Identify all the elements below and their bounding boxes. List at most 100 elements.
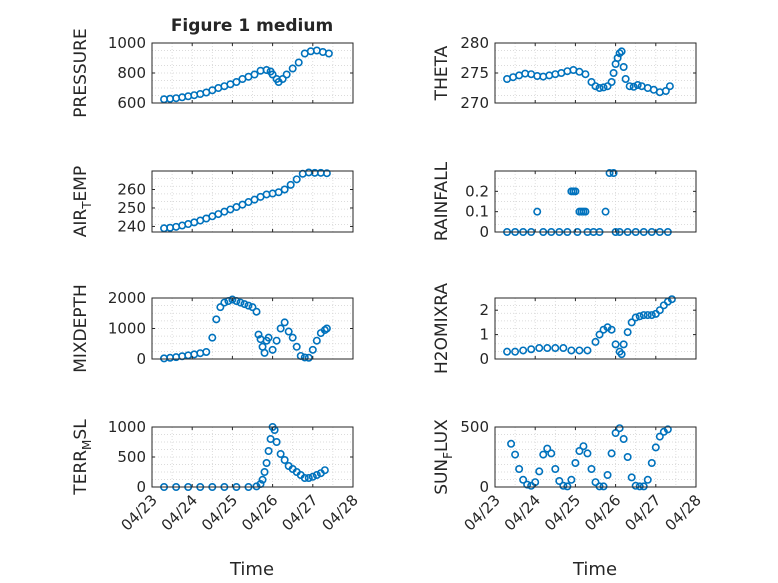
data-point <box>609 169 618 178</box>
data-point <box>603 470 612 479</box>
data-point <box>661 87 670 96</box>
data-point <box>250 70 259 79</box>
data-point <box>216 303 225 312</box>
y-tick-label: 240 <box>117 217 146 235</box>
data-point <box>280 185 289 194</box>
data-point <box>595 84 604 93</box>
data-point <box>607 325 616 334</box>
data-point <box>547 449 556 458</box>
y-tick-label: 500 <box>117 448 146 466</box>
data-point <box>278 75 287 84</box>
data-point <box>567 475 576 484</box>
data-point <box>292 342 301 351</box>
y-tick-label: 1000 <box>108 418 146 436</box>
data-point <box>244 301 253 310</box>
data-point <box>647 458 656 467</box>
data-point <box>629 82 638 91</box>
y-tick-label: 0.2 <box>465 182 489 200</box>
y-tick-label: 600 <box>117 94 146 112</box>
data-point <box>280 455 289 464</box>
data-point <box>268 345 277 354</box>
y-axis-label: H2OMIXRA <box>432 283 452 374</box>
data-point <box>308 472 317 481</box>
data-point <box>595 330 604 339</box>
y-tick-label: 275 <box>460 64 489 82</box>
data-point <box>300 473 309 482</box>
data-point <box>627 473 636 482</box>
data-point <box>639 482 648 491</box>
data-point <box>601 207 610 216</box>
data-point <box>633 81 642 90</box>
data-point <box>575 346 584 355</box>
data-point <box>276 449 285 458</box>
y-tick-label: 2 <box>479 301 489 319</box>
y-tick-label: 260 <box>117 180 146 198</box>
data-point <box>286 180 295 189</box>
data-point <box>254 330 263 339</box>
data-point <box>609 69 618 78</box>
y-tick-label: 2000 <box>108 289 146 307</box>
data-point <box>665 82 674 91</box>
data-point <box>615 49 624 58</box>
data-point <box>619 340 628 349</box>
y-tick-label: 280 <box>460 34 489 52</box>
data-point <box>322 169 331 178</box>
data-point <box>617 47 626 56</box>
data-point <box>631 481 640 490</box>
data-point <box>581 207 590 216</box>
data-point <box>603 82 612 91</box>
data-point <box>555 476 564 485</box>
data-point <box>655 306 664 315</box>
data-point <box>621 75 630 84</box>
data-point <box>567 346 576 355</box>
data-point <box>559 344 568 353</box>
data-point <box>284 327 293 336</box>
data-point <box>268 70 277 79</box>
data-point <box>647 311 656 320</box>
x-tick-label: 04/24 <box>158 491 201 534</box>
data-point <box>264 446 273 455</box>
y-tick-label: 0 <box>136 350 146 368</box>
data-point <box>304 353 313 362</box>
data-point <box>581 70 590 79</box>
data-point <box>312 336 321 345</box>
x-tick-label: 04/24 <box>501 491 544 534</box>
data-point <box>282 70 291 79</box>
data-point <box>579 442 588 451</box>
data-point <box>663 425 672 434</box>
data-point <box>527 345 536 354</box>
data-point <box>232 78 241 87</box>
data-point <box>631 313 640 322</box>
x-tick-label: 04/28 <box>319 491 362 534</box>
data-point <box>262 458 271 467</box>
axes-frame <box>494 170 697 233</box>
x-tick-label: 04/26 <box>581 491 624 534</box>
data-point <box>667 295 676 304</box>
pressure-panel: 600 800 1000 PRESSURE <box>71 28 354 118</box>
data-point <box>535 344 544 353</box>
y-tick-label: 1000 <box>108 34 146 52</box>
data-point <box>300 353 309 362</box>
data-point <box>288 333 297 342</box>
data-point <box>617 350 626 359</box>
y-tick-label: 500 <box>460 418 489 436</box>
y-axis-label: MIXDEPTH <box>71 284 91 373</box>
data-point <box>623 328 632 337</box>
data-point <box>511 450 520 459</box>
data-point <box>639 311 648 320</box>
data-point <box>294 58 303 67</box>
data-point <box>635 482 644 491</box>
data-point <box>551 464 560 473</box>
mixdepth-panel: 0 1000 2000 MIXDEPTH <box>71 284 354 373</box>
data-point <box>607 78 616 87</box>
x-tick-label: 04/28 <box>662 491 705 534</box>
data-point <box>623 452 632 461</box>
data-point <box>308 345 317 354</box>
data-point <box>220 298 229 307</box>
data-point <box>304 473 313 482</box>
data-point <box>212 315 221 324</box>
data-point <box>571 187 580 196</box>
data-point <box>292 175 301 184</box>
data-point <box>248 303 257 312</box>
